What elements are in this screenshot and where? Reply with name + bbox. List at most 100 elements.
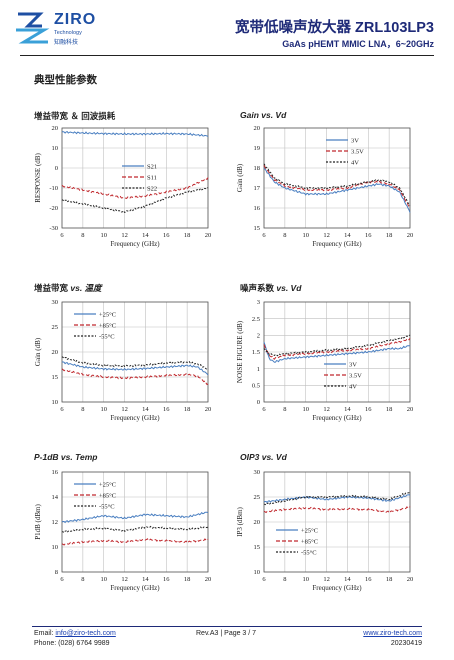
website-link-wrap: www.ziro-tech.com [363,630,422,637]
y-tick-label: 14 [52,494,59,501]
x-tick-label: 12 [121,232,128,239]
header-divider [20,55,434,56]
legend-label-2: +85°C [99,322,116,329]
y-tick-label: 20 [254,125,261,132]
logo-text: ZIRO [54,11,97,28]
x-tick-label: 6 [60,576,64,583]
chart-title-6: OIP3 vs. Vd [240,452,287,462]
legend-label-2: S11 [147,174,157,181]
x-tick-label: 8 [283,406,286,413]
y-tick-label: 25 [254,494,261,501]
x-tick-label: 6 [262,406,266,413]
x-tick-label: 20 [205,576,212,583]
series-line-2 [263,506,411,514]
x-tick-label: 20 [407,232,414,239]
website-link[interactable]: www.ziro-tech.com [363,630,422,637]
legend-label-3: -55°C [99,503,115,510]
y-axis-label: RESPONSE (dB) [34,153,42,203]
y-tick-label: 1 [257,366,260,373]
x-tick-label: 8 [81,576,84,583]
x-tick-label: 14 [142,406,149,413]
series-line-3 [61,356,209,370]
y-tick-label: 25 [52,324,59,331]
x-tick-label: 6 [60,232,64,239]
email-link[interactable]: info@ziro-tech.com [55,630,116,637]
y-tick-label: 0 [55,165,58,172]
y-tick-label: 19 [254,145,261,152]
y-tick-label: 0 [257,399,260,406]
footer-phone: Phone: (028) 6764 9989 [34,640,110,647]
x-tick-label: 14 [344,576,351,583]
ziro-logo-icon [16,12,50,44]
y-tick-label: 20 [52,349,59,356]
chart-title-4: 噪声系数 vs. Vd [240,283,302,293]
chart-oip3-vs-vd: 10 15 20 25 30 6 8 10 12 14 16 18 20 Frequency (GHz) I… [236,469,413,592]
x-tick-label: 18 [386,576,393,583]
x-tick-label: 14 [142,576,149,583]
y-tick-label: 30 [254,469,261,476]
x-tick-label: 6 [262,576,266,583]
series-line-3 [263,163,411,206]
doc-date: 20230419 [390,640,422,647]
x-tick-label: 12 [121,406,128,413]
x-tick-label: 8 [81,406,84,413]
legend-label-1: +25°C [301,527,318,534]
y-tick-label: 2 [257,333,260,340]
chart-noise-figure-vs-vd: 0 0.5 1 1.5 2 2.5 3 6 8 10 12 14 16 18 20 Frequency (GH… [236,299,414,422]
x-tick-label: 14 [142,232,149,239]
series-line-1 [263,341,411,363]
series-line-2 [263,337,411,360]
x-tick-label: 12 [323,576,330,583]
x-tick-label: 12 [121,576,128,583]
y-tick-label: -20 [49,205,58,212]
x-tick-label: 16 [163,406,170,413]
x-axis-label: Frequency (GHz) [110,414,160,422]
x-tick-label: 8 [283,232,286,239]
y-tick-label: 16 [52,469,59,476]
series-line-2 [61,538,209,546]
y-axis-label: IP3 (dBm) [236,506,244,536]
x-tick-label: 16 [365,232,372,239]
legend-label-3: S22 [147,185,157,192]
chart-title-3: 增益带宽 vs. 温度 [34,283,102,293]
y-tick-label: 20 [254,519,261,526]
series-line-2 [61,368,209,386]
series-line-2 [263,164,411,208]
x-tick-label: 6 [262,232,266,239]
x-tick-label: 20 [205,406,212,413]
product-subtitle: GaAs pHEMT MMIC LNA，6~20GHz [282,39,434,49]
x-tick-label: 16 [163,232,170,239]
email-label: Email: [34,630,54,637]
x-tick-label: 14 [344,232,351,239]
x-tick-label: 14 [344,406,351,413]
x-axis-label: Frequency (GHz) [312,584,362,592]
x-tick-label: 18 [386,406,393,413]
legend-label-1: +25°C [99,311,116,318]
x-axis-label: Frequency (GHz) [312,414,362,422]
chart-gain-return-loss: -30 -20 -10 0 10 20 6 8 10 12 14 16 18 20 Frequency (G… [34,125,212,248]
chart-title-5: P-1dB vs. Temp [34,452,98,462]
legend-label-2: +85°C [99,492,116,499]
y-tick-label: 10 [52,399,59,406]
page-info: Rev.A3 | Page 3 / 7 [196,630,257,637]
chart-title-2: Gain vs. Vd [240,110,287,120]
y-tick-label: -30 [49,225,58,232]
y-tick-label: 18 [254,165,261,172]
plot-frame [61,301,209,403]
series-line-1 [263,167,411,213]
series-line-3 [61,187,209,213]
x-tick-label: 16 [163,576,170,583]
series-line-2 [61,177,209,200]
series-line-1 [61,131,209,138]
legend-label-3: 4V [351,159,359,166]
x-tick-label: 20 [407,406,414,413]
y-tick-label: 17 [254,185,261,192]
y-tick-label: 15 [52,374,59,381]
y-axis-label: NOISE FIGURE (dB) [236,320,244,383]
phone-number: (028) 6764 9989 [58,640,110,647]
series-line-3 [61,525,209,534]
series-line-1 [61,361,209,376]
x-tick-label: 20 [205,232,212,239]
y-tick-label: 3 [257,299,260,306]
